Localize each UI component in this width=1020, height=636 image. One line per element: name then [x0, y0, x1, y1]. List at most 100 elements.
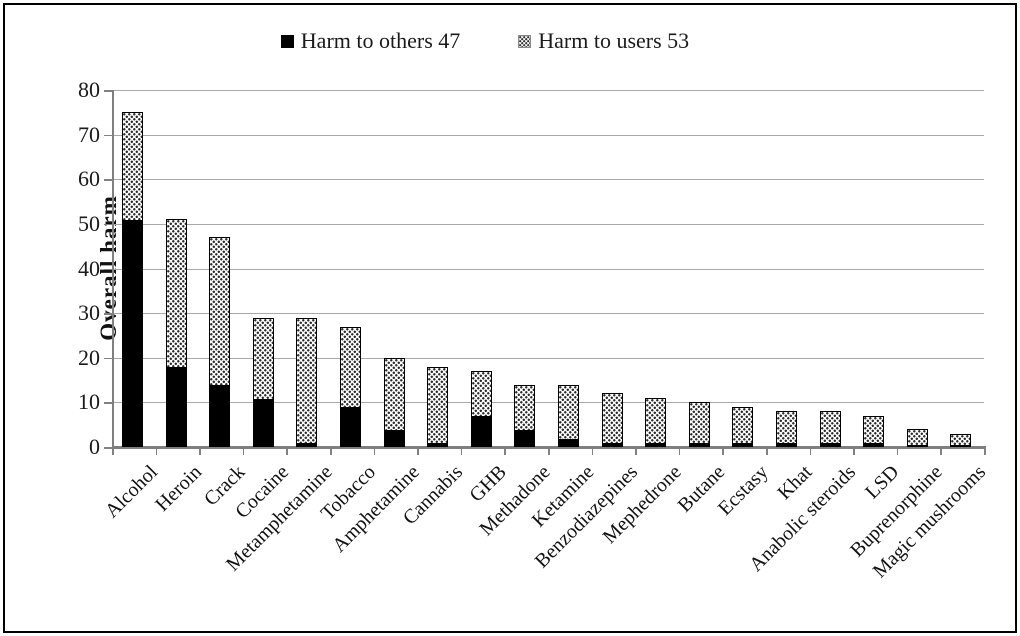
segment-harm-to-users: [602, 394, 622, 444]
x-axis-tick: [199, 448, 201, 455]
x-axis-tick: [809, 448, 812, 455]
y-tick-label: 40: [78, 255, 100, 281]
y-tick-label: 20: [78, 344, 100, 370]
gridline-y80: [112, 90, 984, 91]
segment-harm-to-others: [907, 445, 927, 446]
y-axis-line: [112, 90, 114, 447]
bar-amphetamine: [383, 357, 405, 447]
segment-harm-to-users: [166, 220, 186, 368]
segment-harm-to-users: [689, 403, 709, 444]
bar-cannabis: [427, 366, 449, 447]
y-axis-tick: [104, 90, 112, 92]
segment-harm-to-users: [646, 398, 666, 444]
segment-harm-to-others: [123, 220, 142, 446]
bar-mephedrone: [645, 397, 667, 447]
x-axis-tick: [766, 448, 768, 455]
segment-harm-to-users: [471, 372, 491, 417]
y-axis-tick: [104, 179, 112, 181]
x-axis-tick: [548, 448, 550, 455]
segment-harm-to-others: [515, 429, 535, 446]
x-axis-tick: [722, 448, 724, 455]
segment-harm-to-users: [210, 238, 230, 386]
x-label-heroin: Heroin: [150, 461, 206, 516]
legend-item-harm-to-users: Harm to users 53: [518, 28, 689, 54]
x-axis-labels: Alcohol Heroin Crack Cocaine Metamphetamine T…: [0, 451, 1020, 633]
gridline-y60: [112, 179, 984, 181]
segment-harm-to-others: [689, 443, 709, 446]
bar-butane: [688, 402, 710, 447]
bar-crack: [209, 237, 231, 447]
y-axis-tick: [104, 268, 112, 270]
bar-buprenorphine: [906, 429, 928, 447]
x-axis-tick: [853, 448, 855, 455]
gridline-y40: [112, 268, 984, 270]
bar-benzodiazepines: [601, 393, 623, 447]
bar-ghb: [470, 371, 492, 447]
segment-harm-to-others: [777, 443, 796, 446]
bar-methadone: [514, 384, 536, 447]
x-axis-tick: [417, 448, 419, 455]
bar-cocaine: [252, 317, 274, 447]
segment-harm-to-users: [341, 327, 360, 408]
x-axis-tick: [155, 448, 158, 455]
x-axis-tick: [591, 448, 594, 455]
bar-metamphetamine: [296, 317, 318, 447]
segment-harm-to-others: [602, 443, 622, 446]
x-axis-tick: [678, 448, 681, 455]
x-axis-tick: [940, 448, 942, 455]
legend-label: Harm to others 47: [300, 28, 461, 53]
y-tick-label: 30: [78, 300, 100, 326]
segment-harm-to-users: [864, 416, 884, 444]
y-tick-label: 70: [78, 121, 100, 147]
segment-harm-to-users: [777, 412, 796, 444]
segment-harm-to-users: [384, 358, 404, 430]
y-tick-label: 10: [78, 389, 100, 415]
bar-tobacco: [340, 326, 361, 447]
x-axis-tick: [286, 448, 288, 455]
y-axis-tick: [104, 313, 112, 315]
segment-harm-to-others: [820, 443, 840, 446]
bar-heroin: [165, 219, 187, 447]
segment-harm-to-users: [253, 318, 273, 399]
segment-harm-to-users: [820, 412, 840, 444]
x-axis-tick: [242, 448, 245, 455]
x-axis-tick: [112, 448, 114, 455]
segment-harm-to-users: [559, 385, 578, 439]
segment-harm-to-users: [123, 113, 142, 221]
segment-harm-to-others: [384, 429, 404, 446]
y-axis-tick: [104, 357, 112, 360]
x-axis-tick: [635, 448, 637, 455]
segment-harm-to-users: [907, 430, 927, 446]
bar-ecstasy: [732, 406, 754, 447]
legend-item-harm-to-others: Harm to others 47: [280, 28, 461, 54]
segment-harm-to-others: [166, 367, 186, 446]
bar-lsd: [863, 415, 885, 447]
gridline-y50: [112, 223, 984, 225]
y-axis-tick: [104, 223, 112, 226]
segment-harm-to-others: [646, 443, 666, 446]
x-axis-tick: [984, 448, 986, 455]
legend-label: Harm to users 53: [538, 28, 690, 53]
segment-harm-to-others: [471, 416, 491, 446]
y-tick-label: 50: [78, 210, 100, 236]
y-axis-tick: [104, 134, 112, 137]
gridline-y10: [112, 402, 984, 404]
segment-harm-to-users: [297, 318, 317, 444]
segment-harm-to-users: [515, 385, 535, 430]
bar-alcohol: [122, 112, 143, 447]
segment-harm-to-others: [428, 443, 448, 446]
segment-harm-to-others: [733, 443, 753, 446]
segment-harm-to-others: [297, 443, 317, 446]
gridline-y30: [112, 313, 984, 315]
x-axis-tick: [460, 448, 463, 455]
segment-harm-to-others: [864, 443, 884, 446]
bar-ketamine: [558, 384, 579, 447]
y-tick-label: 0: [89, 434, 100, 459]
segment-harm-to-users: [951, 434, 971, 446]
segment-harm-to-users: [733, 407, 753, 444]
y-tick-label: 60: [78, 166, 100, 192]
black-square-icon: [280, 34, 294, 48]
chart-legend: Harm to others 47 Harm to users 53: [0, 28, 970, 54]
x-axis-tick: [373, 448, 376, 455]
bar-khat: [776, 411, 797, 447]
